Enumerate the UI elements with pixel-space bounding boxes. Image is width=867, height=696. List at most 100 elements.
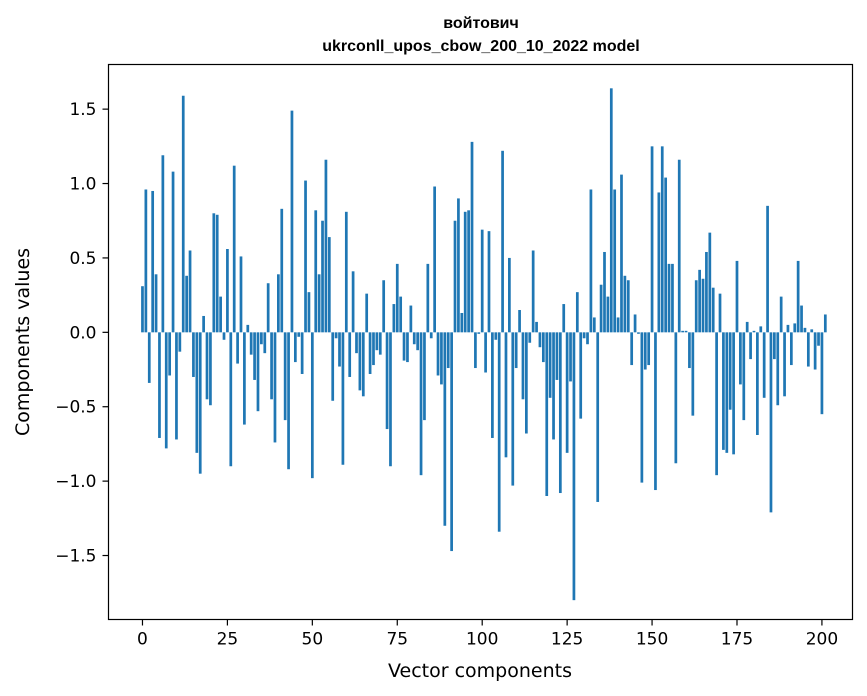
bar [341,332,345,465]
bar [161,155,165,333]
bar [684,330,688,333]
bar [324,159,328,333]
bar [412,332,416,345]
bar [528,332,532,343]
bar [222,332,226,340]
bar [497,332,501,532]
bar [718,293,722,333]
bar [215,214,219,333]
bar [334,332,338,339]
y-tick-label: −0.5 [55,398,96,418]
bar [263,332,267,354]
bar [243,332,246,425]
bar [198,332,202,474]
bar [477,332,481,334]
bar [375,332,379,351]
bar [226,249,229,333]
bar [402,332,406,361]
y-tick-label: 0.5 [69,249,96,269]
bar [321,220,324,333]
bar [436,332,440,376]
bar [558,332,562,494]
bar [327,237,331,333]
bar [531,250,535,333]
bar [304,180,307,333]
bar [633,314,637,333]
bar [589,189,593,333]
bar [562,304,566,333]
bar [800,305,803,333]
bar [514,332,518,369]
bar [609,88,613,333]
bar [715,332,718,476]
bar [266,283,270,333]
bar [796,260,800,333]
bar [399,296,403,333]
bar [158,332,161,438]
bar [545,332,549,496]
bar [762,332,766,398]
bar [817,332,820,346]
bar [423,332,426,421]
bar [555,332,559,380]
bar [613,189,617,333]
bar [521,332,525,400]
bar [355,332,358,354]
bar [548,332,552,398]
bar [664,177,668,333]
bar [518,310,521,333]
bar [769,332,773,513]
bar [474,332,477,369]
bar [596,332,600,502]
bar [236,332,239,364]
bar [426,263,430,333]
bar [752,330,756,333]
bar [416,332,420,351]
bar [443,332,447,526]
bar [181,95,185,333]
bar [450,332,453,552]
bar [151,190,155,333]
bar [579,332,583,419]
y-tick-label: 1.5 [69,100,96,120]
bar [745,321,749,333]
bar [249,332,253,355]
bar [626,280,630,333]
bar [756,332,759,435]
bar [253,332,256,380]
bar [178,332,182,352]
bar [599,284,603,333]
bar [382,280,386,333]
bar [575,292,579,333]
bar [460,312,464,333]
bar [793,323,797,333]
bar [256,332,260,412]
bar [779,296,783,333]
bar [232,165,236,333]
bar [348,332,352,377]
bar [810,329,814,333]
bar [640,332,644,483]
bar [705,251,708,333]
bar [389,332,392,467]
bar [667,263,671,333]
bar [623,275,627,333]
axes-group: 0 25 50 75 100 125 150 175 200 −1.5 −1.0 −0.5 0.0 0.5… [55,100,838,649]
bar [297,332,301,337]
bar [280,208,284,333]
bar [654,332,657,491]
bar [300,332,304,374]
y-tick-label: −1.0 [55,472,96,492]
bar [582,332,586,339]
bar [541,332,545,363]
bar [273,332,277,443]
bar [205,332,209,400]
bar [691,332,695,416]
bar [175,332,178,440]
bar [144,189,148,333]
bar [168,332,172,376]
bar [586,332,589,345]
bar [504,332,508,458]
bar [202,315,205,333]
bar [806,332,810,367]
